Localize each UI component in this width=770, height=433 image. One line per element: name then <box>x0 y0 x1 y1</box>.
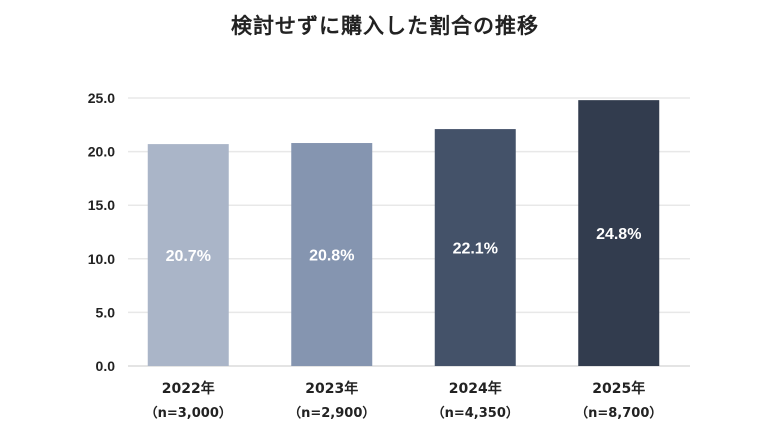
data-label: 20.7% <box>166 248 211 265</box>
y-tick-label: 15.0 <box>88 197 115 213</box>
chart-title: 検討せずに購入した割合の推移 <box>231 14 539 38</box>
x-tick-label: 2025年 <box>592 380 645 397</box>
data-label: 22.1% <box>453 241 498 258</box>
y-tick-label: 5.0 <box>96 304 116 320</box>
bar <box>578 100 660 367</box>
y-tick-label: 0.0 <box>96 358 116 374</box>
x-tick-label: 2024年 <box>449 380 502 397</box>
x-tick-label: 2023年 <box>305 380 358 397</box>
y-tick-label: 20.0 <box>88 144 115 160</box>
bar <box>147 144 229 366</box>
sample-size-label: （n=2,900） <box>288 405 375 421</box>
bar <box>291 143 373 366</box>
y-tick-label: 25.0 <box>88 90 115 106</box>
x-tick-label: 2022年 <box>162 380 215 397</box>
bar <box>434 129 516 366</box>
data-label: 20.8% <box>309 248 354 265</box>
y-tick-label: 10.0 <box>88 251 115 267</box>
sample-size-label: （n=4,350） <box>432 405 519 421</box>
sample-size-label: （n=3,000） <box>145 405 232 421</box>
sample-size-label: （n=8,700） <box>575 405 662 421</box>
data-label: 24.8% <box>596 226 641 243</box>
